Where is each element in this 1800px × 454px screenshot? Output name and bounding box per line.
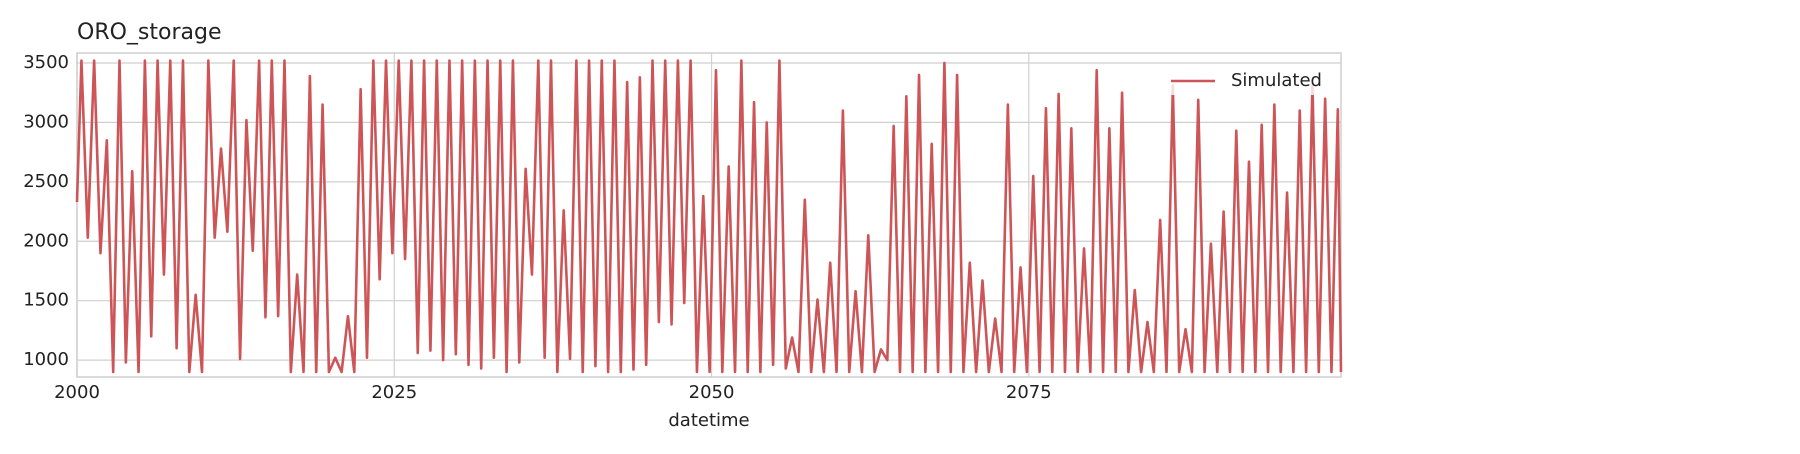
data-line: [75, 59, 1343, 374]
y-tick-label: 1500: [23, 290, 69, 311]
x-tick-label: 2025: [371, 382, 417, 403]
plot-frame: [76, 52, 1342, 378]
y-tick-label: 3000: [23, 111, 69, 132]
y-tick-label: 2500: [23, 171, 69, 192]
x-tick-label: 2000: [54, 382, 100, 403]
y-tick-label: 3500: [23, 52, 69, 73]
x-axis-label: datetime: [668, 410, 749, 431]
y-tick-label: 2000: [23, 230, 69, 251]
x-tick-label: 2050: [689, 382, 735, 403]
y-tick-label: 1000: [23, 349, 69, 370]
x-tick-label: 2075: [1006, 382, 1052, 403]
chart-title: ORO_storage: [77, 20, 222, 45]
legend-label: Simulated: [1231, 70, 1322, 91]
